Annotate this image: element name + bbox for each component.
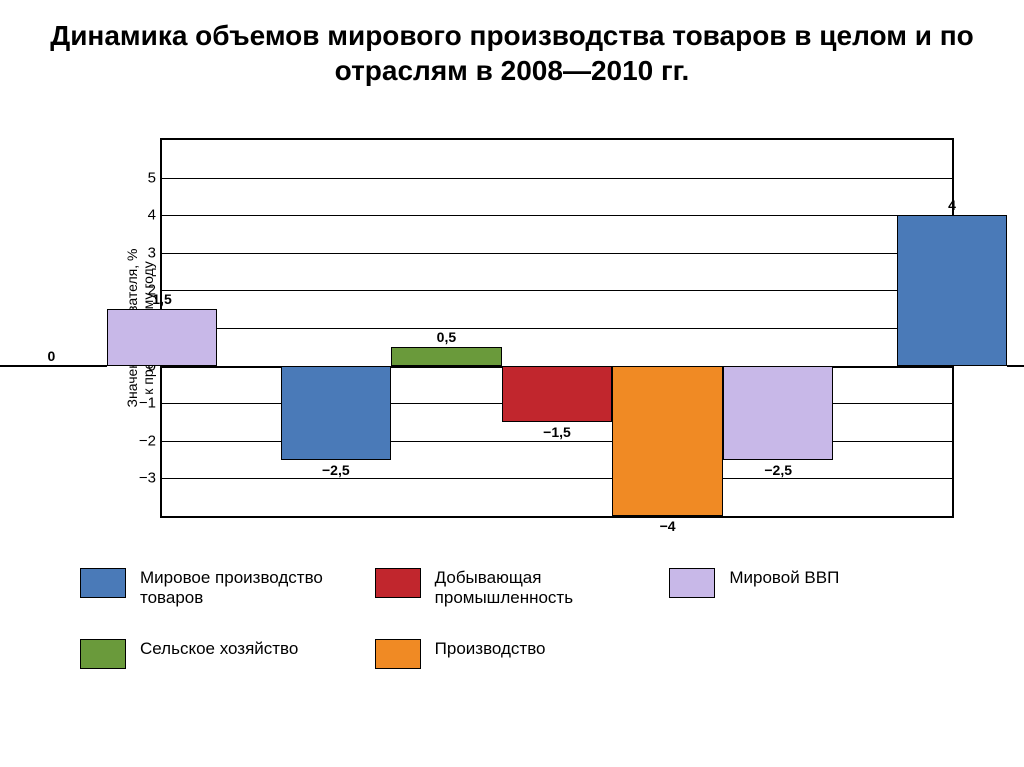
- bar-value-label: −2,5: [322, 462, 350, 478]
- legend: Мировое производство товаров Добывающая п…: [0, 538, 1024, 669]
- legend-empty: [669, 639, 944, 669]
- gridline: [162, 178, 952, 179]
- bar-world_gdp: [107, 309, 218, 365]
- y-tick-label: 3: [148, 244, 156, 261]
- bar-value-label: −1,5: [543, 424, 571, 440]
- legend-label: Добывающая промышленность: [435, 568, 650, 609]
- gridline: [162, 328, 952, 329]
- bar-agriculture: [1007, 365, 1024, 367]
- bar-mining: [502, 366, 613, 422]
- legend-item-mining: Добывающая промышленность: [375, 568, 650, 609]
- y-tick-label: 5: [148, 169, 156, 186]
- gridline: [162, 290, 952, 291]
- bar-world_goods: [281, 366, 392, 460]
- legend-swatch: [80, 639, 126, 669]
- y-tick-label: −1: [139, 395, 156, 412]
- legend-label: Мировое производство товаров: [140, 568, 355, 609]
- legend-item-world_goods: Мировое производство товаров: [80, 568, 355, 609]
- bar-value-label: −4: [660, 518, 676, 534]
- gridline: [162, 215, 952, 216]
- legend-item-manufacturing: Производство: [375, 639, 650, 669]
- plot-region: −3−2−101234513,51,501,5−2,50,5−1,5−4−2,5…: [160, 138, 954, 518]
- bar-value-label: 0,5: [437, 329, 456, 345]
- bar-world_gdp: [723, 366, 834, 460]
- bar-value-label: 4: [948, 197, 956, 213]
- legend-swatch: [80, 568, 126, 598]
- gridline: [162, 253, 952, 254]
- chart-area: Значение показателя, % к предыдущему год…: [130, 128, 964, 528]
- bar-value-label: 1,5: [152, 291, 171, 307]
- gridline: [162, 478, 952, 479]
- legend-label: Мировой ВВП: [729, 568, 839, 588]
- legend-label: Сельское хозяйство: [140, 639, 298, 659]
- y-tick-label: −2: [139, 432, 156, 449]
- legend-swatch: [375, 568, 421, 598]
- bar-agriculture: [391, 347, 502, 366]
- y-tick-label: 4: [148, 207, 156, 224]
- bar-value-label: 0: [48, 348, 56, 364]
- bar-manufacturing: [612, 366, 723, 516]
- legend-item-world_gdp: Мировой ВВП: [669, 568, 944, 609]
- y-tick-label: −3: [139, 470, 156, 487]
- bar-value-label: −2,5: [764, 462, 792, 478]
- legend-swatch: [375, 639, 421, 669]
- legend-item-agriculture: Сельское хозяйство: [80, 639, 355, 669]
- legend-label: Производство: [435, 639, 546, 659]
- legend-swatch: [669, 568, 715, 598]
- bar-manufacturing: [0, 365, 107, 367]
- bar-world_goods: [897, 215, 1008, 365]
- chart-title: Динамика объемов мирового производства т…: [0, 0, 1024, 98]
